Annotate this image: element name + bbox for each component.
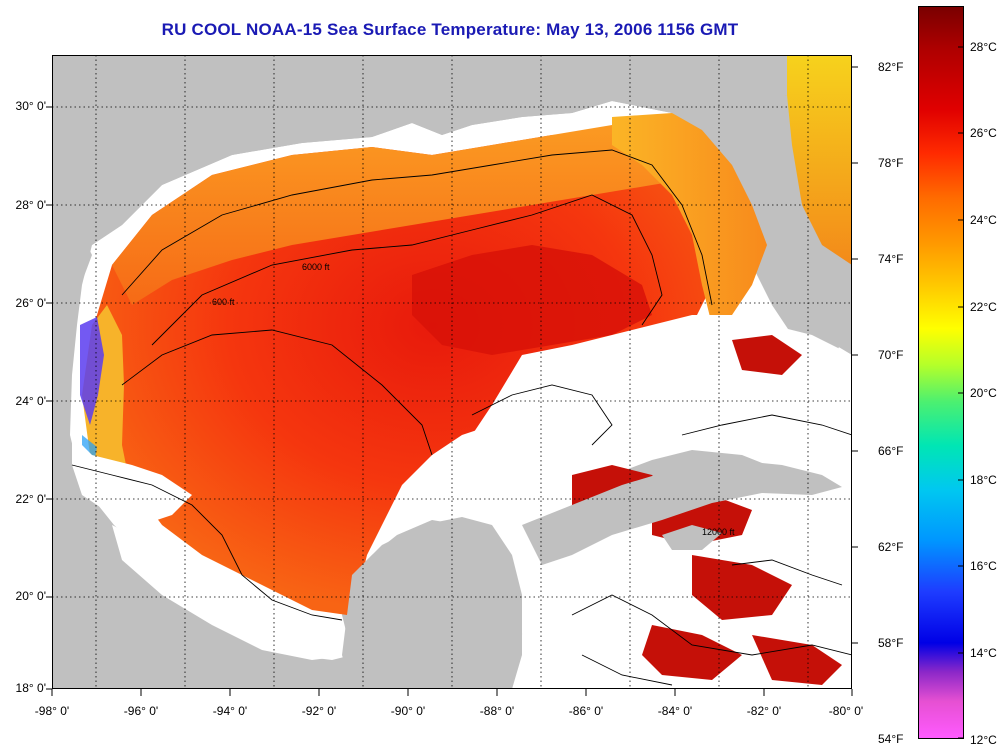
temp-c-18: 18°C bbox=[970, 473, 997, 487]
temp-c-16: 16°C bbox=[970, 559, 997, 573]
us-land bbox=[52, 55, 787, 245]
island-land bbox=[662, 525, 722, 550]
sst-map: 600 ft 6000 ft 12000 ft bbox=[52, 55, 852, 689]
map-title: RU COOL NOAA-15 Sea Surface Temperature:… bbox=[161, 20, 739, 39]
lat-label-30: 30° 0' bbox=[15, 99, 46, 113]
lat-label-28: 28° 0' bbox=[15, 198, 46, 212]
sst-florida-shelf bbox=[612, 113, 767, 325]
temp-c-28: 28°C bbox=[970, 40, 997, 54]
temp-f-78: 78°F bbox=[878, 156, 904, 170]
lon-label-84: -84° 0' bbox=[657, 704, 693, 718]
cuba-land bbox=[522, 460, 842, 565]
lat-label-18: 18° 0' bbox=[15, 681, 46, 695]
mexico-land bbox=[52, 55, 352, 689]
lat-label-24: 24° 0' bbox=[15, 394, 46, 408]
temp-c-24: 24°C bbox=[970, 213, 997, 227]
cloud-band-south bbox=[112, 525, 352, 660]
lon-label-96: -96° 0' bbox=[123, 704, 159, 718]
lon-label-82: -82° 0' bbox=[746, 704, 782, 718]
contour-label-600: 600 ft bbox=[212, 297, 235, 307]
temp-f-74: 74°F bbox=[878, 252, 904, 266]
yucatan-land bbox=[342, 517, 522, 689]
lon-label-86: -86° 0' bbox=[568, 704, 604, 718]
lon-label-92: -92° 0' bbox=[301, 704, 337, 718]
temp-f-58: 58°F bbox=[878, 636, 904, 650]
contour-label-6000: 6000 ft bbox=[302, 262, 330, 272]
lon-label-94: -94° 0' bbox=[212, 704, 248, 718]
temp-c-22: 22°C bbox=[970, 300, 997, 314]
temp-c-20: 20°C bbox=[970, 386, 997, 400]
temperature-colorbar bbox=[918, 6, 964, 739]
sst-loop-current bbox=[412, 245, 652, 355]
gridlines bbox=[52, 55, 852, 689]
lat-label-20: 20° 0' bbox=[15, 589, 46, 603]
lon-label-90: -90° 0' bbox=[390, 704, 426, 718]
temp-c-26: 26°C bbox=[970, 126, 997, 140]
temp-f-66: 66°F bbox=[878, 444, 904, 458]
lon-label-80: -80° 0' bbox=[828, 704, 864, 718]
lon-label-98: -98° 0' bbox=[34, 704, 70, 718]
contour-labels: 600 ft 6000 ft 12000 ft bbox=[212, 262, 735, 537]
sst-northern-shelf bbox=[112, 125, 712, 305]
temp-f-54: 54°F bbox=[878, 732, 904, 746]
temp-f-82: 82°F bbox=[878, 60, 904, 74]
contour-label-12000: 12000 ft bbox=[702, 527, 735, 537]
sst-cold-patch bbox=[80, 317, 104, 425]
temp-f-70: 70°F bbox=[878, 348, 904, 362]
temp-f-62: 62°F bbox=[878, 540, 904, 554]
temp-c-12: 12°C bbox=[970, 733, 997, 747]
lon-label-88: -88° 0' bbox=[479, 704, 515, 718]
map-frame bbox=[52, 55, 852, 689]
atlantic-ocean bbox=[784, 55, 852, 265]
lat-label-22: 22° 0' bbox=[15, 492, 46, 506]
lat-label-26: 26° 0' bbox=[15, 296, 46, 310]
temp-c-14: 14°C bbox=[970, 646, 997, 660]
